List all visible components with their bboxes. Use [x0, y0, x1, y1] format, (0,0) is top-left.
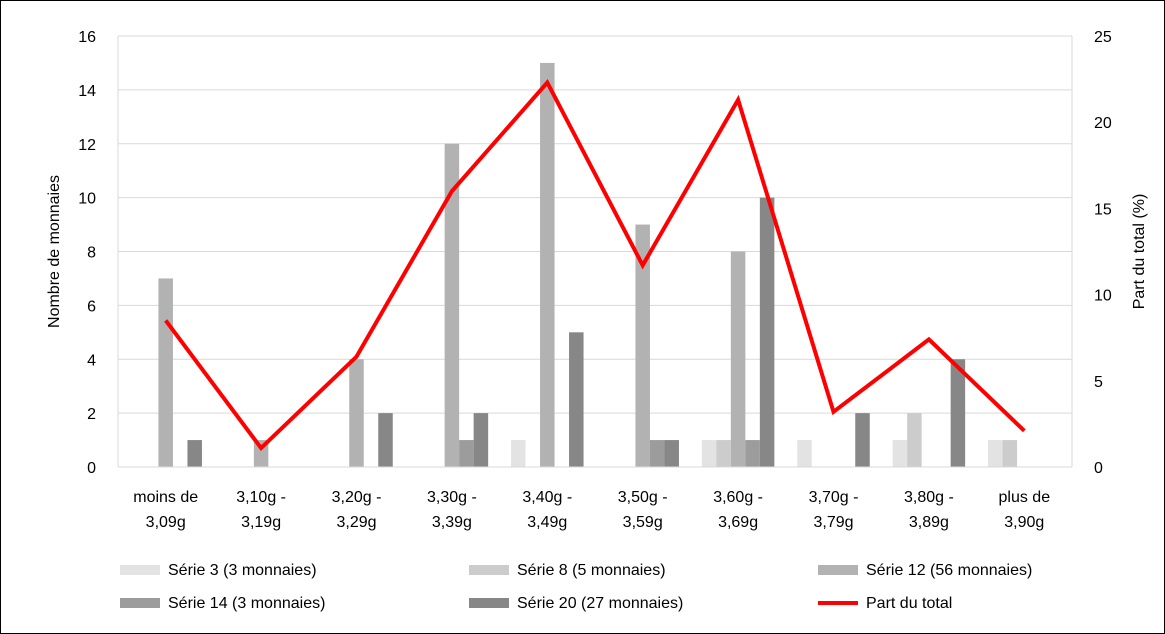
x-tick-label-line: 3,19g: [241, 514, 281, 531]
bar: [444, 143, 460, 467]
gridlines: [118, 35, 1072, 414]
x-axis-ticks: moins de 3,09g 3,10g - 3,19g 3,20g - 3,29g 3,3…: [133, 489, 1050, 531]
line-part-du-total: [164, 79, 1026, 452]
y-axis-left-title: Nombre de monnaies: [46, 175, 63, 328]
bar: [187, 440, 202, 467]
x-tick-label-line: 3,59g: [623, 514, 663, 531]
x-tick-label: 3,80g - 3,89g: [904, 489, 954, 531]
x-tick-label: 3,10g - 3,19g: [236, 489, 286, 531]
y-tick-label: 12: [78, 137, 96, 154]
legend-swatch: [120, 565, 160, 575]
x-tick-label-line: 3,29g: [336, 514, 376, 531]
legend-swatch: [469, 598, 509, 608]
legend-swatch: [120, 598, 160, 608]
x-tick-label: 3,20g - 3,29g: [332, 489, 382, 531]
legend-label: Série 12 (56 monnaies): [866, 562, 1032, 579]
legend-label: Part du total: [866, 595, 952, 612]
x-tick-label-line: 3,70g -: [809, 489, 859, 506]
y-axis-right-title: Part du total (%): [1131, 194, 1148, 310]
legend-label: Série 3 (3 monnaies): [168, 562, 317, 579]
bar: [988, 440, 1003, 467]
bar: [855, 413, 870, 467]
bar: [459, 440, 474, 467]
legend-swatch: [818, 565, 858, 575]
x-tick-label-line: 3,30g -: [427, 489, 477, 506]
bar: [797, 440, 812, 467]
bar: [701, 440, 717, 467]
y-tick-label: 8: [87, 245, 96, 262]
x-tick-label-line: 3,49g: [527, 514, 567, 531]
x-tick-label-line: 3,20g -: [332, 489, 382, 506]
y-tick-label: 16: [78, 29, 96, 46]
x-tick-label-line: 3,80g -: [904, 489, 954, 506]
bar: [511, 440, 526, 467]
bar: [158, 278, 173, 467]
bar: [892, 440, 908, 467]
x-tick-label: 3,70g - 3,79g: [809, 489, 859, 531]
x-tick-label-line: 3,50g -: [618, 489, 668, 506]
bar: [907, 413, 922, 467]
y-tick-label: 6: [87, 298, 96, 315]
bar: [664, 440, 679, 467]
y-right-tick-label: 0: [1094, 460, 1103, 477]
y-right-tick-label: 10: [1094, 288, 1112, 305]
line-series: [164, 79, 1026, 452]
x-tick-label-line: 3,79g: [813, 514, 853, 531]
y-tick-label: 14: [78, 83, 96, 100]
bar: [649, 440, 665, 467]
y-right-tick-label: 5: [1094, 374, 1103, 391]
x-tick-label-line: 3,60g -: [713, 489, 763, 506]
x-tick-label: 3,40g - 3,49g: [522, 489, 572, 531]
bar: [473, 413, 489, 467]
x-tick-label-line: 3,09g: [146, 514, 186, 531]
x-tick-label: moins de 3,09g: [133, 489, 198, 531]
x-tick-label: plus de 3,90g: [999, 489, 1051, 531]
bar: [635, 224, 650, 467]
y-tick-label: 10: [78, 191, 96, 208]
x-tick-label-line: 3,40g -: [522, 489, 572, 506]
bar: [759, 197, 775, 467]
bar: [540, 62, 555, 467]
legend-label: Série 8 (5 monnaies): [517, 562, 666, 579]
x-tick-label-line: 3,69g: [718, 514, 758, 531]
bar: [716, 440, 731, 467]
axes: [117, 36, 1073, 468]
legend-label: Série 14 (3 monnaies): [168, 595, 325, 612]
y-tick-label: 2: [87, 406, 96, 423]
bar: [730, 251, 746, 467]
legend-swatch: [469, 565, 509, 575]
bars: [158, 62, 1018, 467]
y-axis-right-ticks: 0 5 10 15 20 25: [1094, 29, 1112, 477]
y-tick-label: 4: [87, 352, 96, 369]
x-tick-label: 3,50g - 3,59g: [618, 489, 668, 531]
y-tick-label: 0: [87, 460, 96, 477]
legend-label: Série 20 (27 monnaies): [517, 595, 683, 612]
bar: [378, 413, 393, 467]
x-tick-label: 3,60g - 3,69g: [713, 489, 763, 531]
y-right-tick-label: 15: [1094, 201, 1112, 218]
x-tick-label-line: plus de: [999, 489, 1051, 506]
bar: [950, 359, 966, 467]
x-tick-label-line: moins de: [133, 489, 198, 506]
x-tick-label-line: 3,39g: [432, 514, 472, 531]
x-tick-label-line: 3,89g: [909, 514, 949, 531]
legend: Série 3 (3 monnaies) Série 8 (5 monnaies)…: [120, 562, 1032, 612]
bar: [1002, 440, 1018, 467]
bar: [349, 359, 364, 467]
x-tick-label-line: 3,90g: [1004, 514, 1044, 531]
bar: [569, 332, 584, 467]
y-right-tick-label: 25: [1094, 29, 1112, 46]
y-axis-left-ticks: 0 2 4 6 8 10 12 14 16: [78, 29, 96, 477]
x-tick-label-line: 3,10g -: [236, 489, 286, 506]
bar: [745, 440, 760, 467]
x-tick-label: 3,30g - 3,39g: [427, 489, 477, 531]
y-right-tick-label: 20: [1094, 115, 1112, 132]
